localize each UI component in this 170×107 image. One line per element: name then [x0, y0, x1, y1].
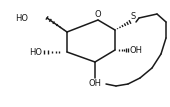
Text: HO: HO [15, 13, 28, 22]
Text: OH: OH [89, 79, 101, 88]
Text: OH: OH [130, 45, 143, 54]
Text: S: S [130, 11, 136, 21]
Text: O: O [95, 10, 101, 19]
Text: HO: HO [29, 48, 42, 56]
